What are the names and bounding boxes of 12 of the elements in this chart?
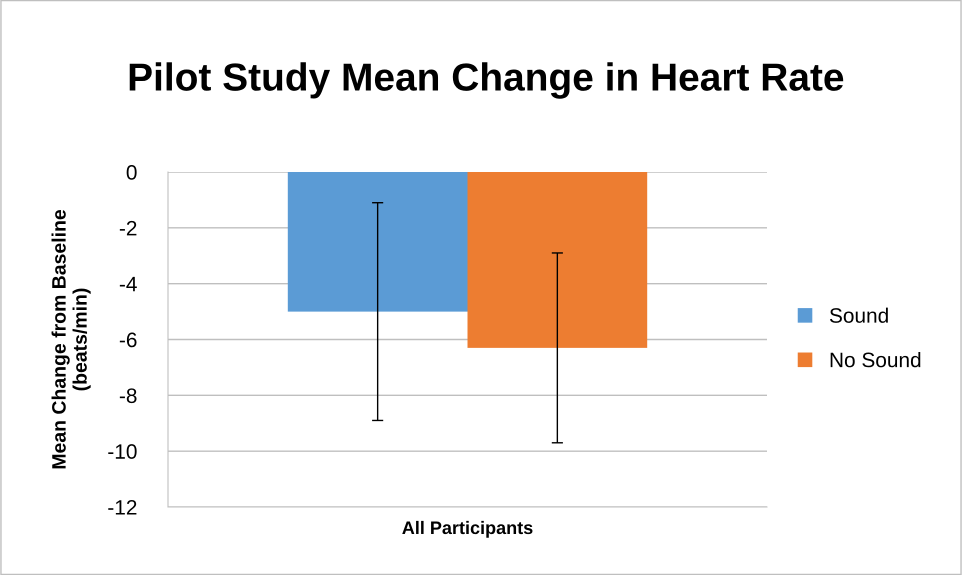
y-tick-label: -8 — [120, 388, 137, 404]
y-tick-label: 0 — [126, 165, 137, 180]
x-tick-label: All Participants — [402, 520, 532, 538]
y-tick-label: -2 — [120, 220, 136, 236]
y-tick-label: -6 — [120, 332, 137, 348]
y-tick-label: -12 — [108, 500, 136, 515]
y-tick-label: -10 — [108, 444, 137, 459]
legend-label: No Sound — [830, 352, 920, 368]
y-axis-title: Mean Change from Baseline (beats/min) — [52, 210, 91, 468]
chart-title: Pilot Study Mean Change in Heart Rate — [130, 62, 844, 99]
y-tick-label: -4 — [120, 276, 137, 292]
legend-label: Sound — [830, 308, 888, 323]
